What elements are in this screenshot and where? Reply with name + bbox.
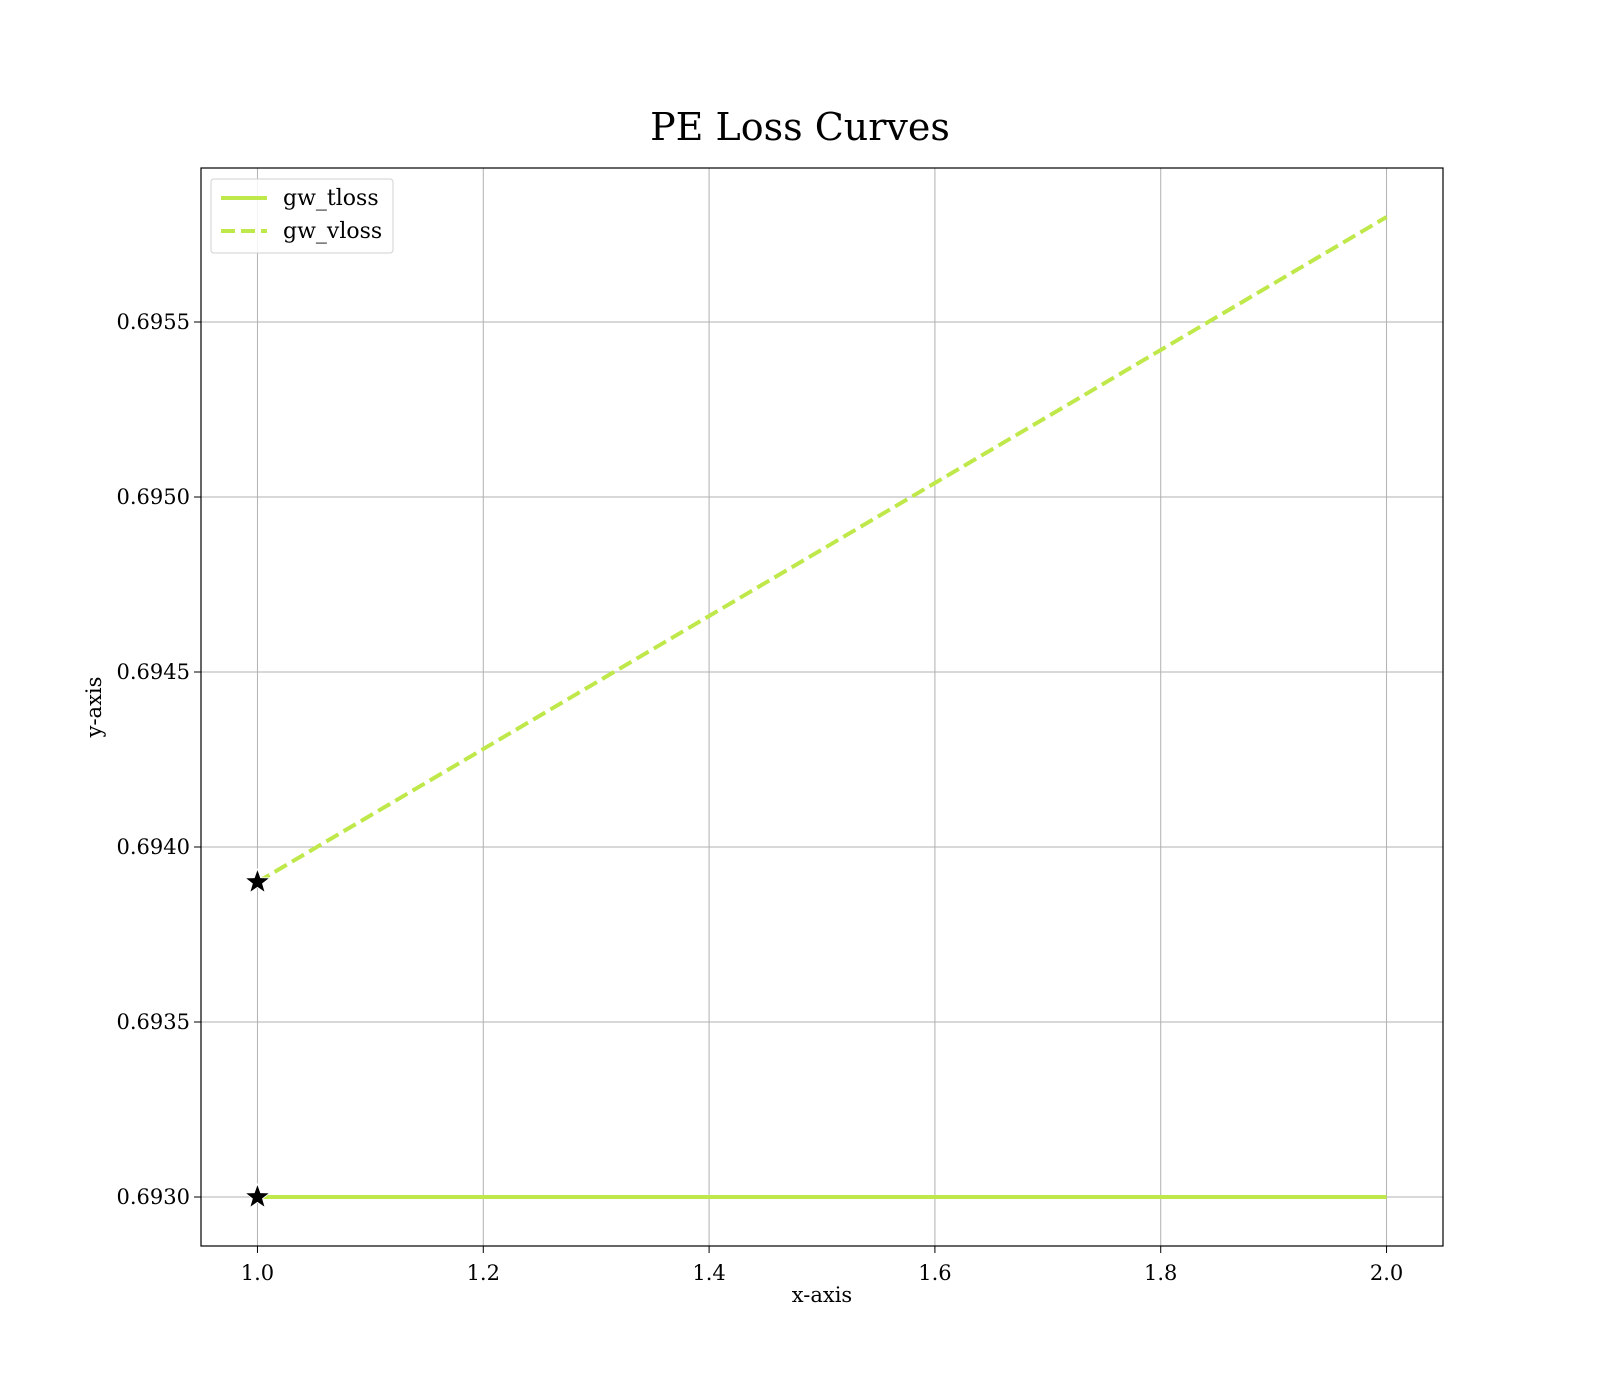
legend-label-gw_vloss: gw_vloss <box>283 219 382 244</box>
x-tick-label: 1.4 <box>692 1261 725 1285</box>
chart-title: PE Loss Curves <box>650 105 950 149</box>
x-axis-label: x-axis <box>792 1283 852 1307</box>
x-tick-label: 1.6 <box>918 1261 951 1285</box>
x-tick-label: 1.8 <box>1144 1261 1177 1285</box>
star-marker-gw_tloss <box>243 1182 271 1209</box>
y-axis-ticks: 0.6930 0.6935 0.6940 0.6945 0.6950 0.6955 <box>117 310 201 1209</box>
y-tick-label: 0.6930 <box>117 1185 190 1209</box>
y-tick-label: 0.6950 <box>117 485 190 509</box>
y-tick-label: 0.6955 <box>117 310 190 334</box>
marker-layer <box>243 867 271 1209</box>
legend-label-gw_tloss: gw_tloss <box>283 186 379 211</box>
series-line-gw_vloss <box>256 215 1388 884</box>
grid <box>201 168 1443 1246</box>
star-marker-gw_vloss <box>243 867 271 894</box>
x-tick-label: 1.2 <box>467 1261 500 1285</box>
y-tick-label: 0.6940 <box>117 835 190 859</box>
x-tick-label: 1.0 <box>241 1261 274 1285</box>
legend: gw_tloss gw_vloss <box>210 178 394 254</box>
x-axis-ticks: 1.0 1.2 1.4 1.6 1.8 2.0 <box>241 1246 1403 1285</box>
x-tick-label: 2.0 <box>1370 1261 1403 1285</box>
plot-frame <box>200 167 1444 1247</box>
series-layer <box>256 215 1388 1199</box>
y-axis-label: y-axis <box>82 677 106 739</box>
y-tick-label: 0.6935 <box>117 1010 190 1034</box>
y-tick-label: 0.6945 <box>117 660 190 684</box>
